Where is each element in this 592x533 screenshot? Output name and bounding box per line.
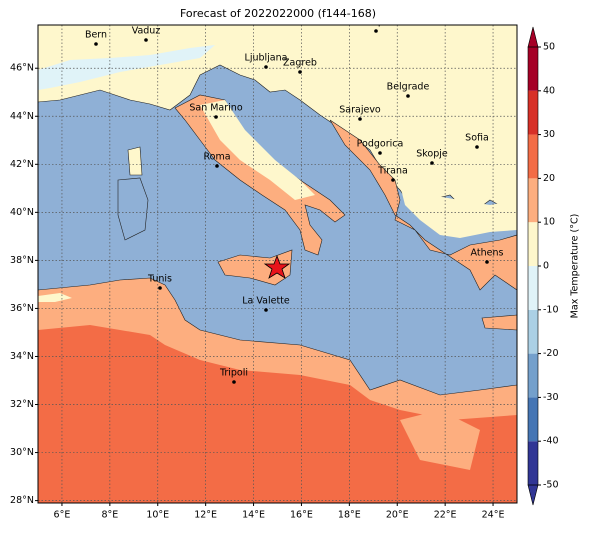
city-dot — [264, 308, 268, 312]
city-label: San Marino — [189, 103, 242, 114]
colorbar-bin — [528, 397, 538, 442]
x-tick-label: 22°E — [434, 510, 457, 521]
colorbar-tick-label: 0 — [543, 261, 549, 272]
city-label: Bern — [85, 30, 107, 41]
city-label: Zagreb — [283, 58, 317, 69]
city-label: Athens — [471, 248, 504, 259]
y-tick-label: 36°N — [10, 303, 34, 314]
x-tick-label: 16°E — [290, 510, 313, 521]
colorbar-tick-label: 20 — [543, 173, 555, 184]
city-dot — [215, 164, 219, 168]
city-dot — [485, 260, 489, 264]
y-tick-label: 32°N — [10, 399, 34, 410]
colorbar-tick-label: 30 — [543, 129, 555, 140]
x-tick-label: 10°E — [146, 510, 169, 521]
y-tick-label: 28°N — [10, 495, 34, 506]
city-dot — [264, 65, 268, 69]
x-tick-label: 20°E — [386, 510, 409, 521]
y-tick-label: 46°N — [10, 63, 34, 74]
colorbar-tick-label: 40 — [543, 85, 555, 96]
colorbar-bin — [528, 222, 538, 266]
alps-cold — [38, 45, 215, 90]
tunisia-patch — [38, 293, 72, 302]
colorbar-tick-label: 10 — [543, 217, 555, 228]
colorbar-extend-high — [527, 26, 539, 48]
city-dot — [358, 117, 362, 121]
corsica — [127, 146, 143, 176]
city-dot — [214, 115, 218, 119]
y-tick-label: 44°N — [10, 111, 34, 122]
city-label: Tripoli — [219, 368, 248, 379]
city-label: Vaduz — [132, 26, 161, 37]
map-frame — [37, 24, 518, 504]
italy-inland — [200, 100, 315, 200]
city-label: Sarajevo — [339, 105, 381, 116]
forecast-point-star — [263, 254, 291, 279]
city-label: Sofia — [465, 133, 489, 144]
balkan-coast — [329, 119, 517, 291]
city-dot — [158, 286, 162, 290]
colorbar-tick-label: -20 — [543, 348, 559, 359]
city-dot — [430, 161, 434, 165]
y-tick-label: 30°N — [10, 447, 34, 458]
colorbar-tick-label: -50 — [543, 480, 559, 491]
city-label: Roma — [203, 152, 230, 163]
city-dot — [391, 178, 395, 182]
colorbar-tick-label: -10 — [543, 304, 559, 315]
city-label: Podgorica — [357, 139, 404, 150]
sardinia — [117, 177, 149, 241]
colorbar-bin — [528, 441, 538, 485]
city-label: La Valette — [242, 296, 290, 307]
city-label: Budapest — [354, 17, 399, 28]
colorbar-bin — [528, 309, 538, 354]
colorbar-bin — [528, 90, 538, 135]
map-title: Forecast of 2022022000 (f144-168) — [180, 7, 376, 20]
city-dot — [406, 94, 410, 98]
colorbar-tick-label: -40 — [543, 436, 559, 447]
x-tick-label: 14°E — [242, 510, 265, 521]
colorbar-tick-label: 50 — [543, 42, 555, 53]
colorbar: -50 -40 -30 -20 -10 0 10 20 30 40 50 — [527, 26, 559, 506]
y-tick-label: 40°N — [10, 207, 34, 218]
city-dot — [94, 42, 98, 46]
colorbar-tick-label: -30 — [543, 392, 559, 403]
crete — [481, 314, 517, 331]
colorbar-label: Max Temperature (°C) — [570, 214, 581, 319]
city-dot — [374, 29, 378, 33]
colorbar-bin — [528, 353, 538, 398]
x-tick-label: 24°E — [482, 510, 505, 521]
city-dot — [144, 38, 148, 42]
colorbar-bin — [528, 266, 538, 310]
x-tick-label: 8°E — [101, 510, 118, 521]
y-tick-label: 42°N — [10, 159, 34, 170]
city-label: Ljubljana — [245, 53, 288, 64]
city-label: Tirana — [377, 166, 408, 177]
city-label: Tunis — [147, 274, 172, 285]
balkan-inland — [400, 185, 517, 238]
city-dot — [298, 70, 302, 74]
sicily — [217, 249, 293, 286]
city-dot — [232, 380, 236, 384]
colorbar-bin — [528, 178, 538, 223]
colorbar-extend-low — [527, 484, 539, 506]
y-tick-label: 34°N — [10, 351, 34, 362]
graticule — [38, 25, 517, 503]
city-label: Skopje — [416, 149, 448, 160]
city-dot — [378, 151, 382, 155]
y-tick-label: 38°N — [10, 255, 34, 266]
axes: 6°E 8°E 10°E 12°E 14°E 16°E 18°E 20°E 22°E 24°E 28… — [10, 63, 504, 521]
x-tick-label: 18°E — [338, 510, 361, 521]
x-tick-label: 12°E — [194, 510, 217, 521]
libya-patch — [400, 410, 480, 470]
city-label: Belgrade — [387, 82, 430, 93]
colorbar-bin — [528, 47, 538, 91]
city-dot — [475, 145, 479, 149]
x-tick-label: 6°E — [54, 510, 71, 521]
colorbar-bin — [528, 134, 538, 179]
